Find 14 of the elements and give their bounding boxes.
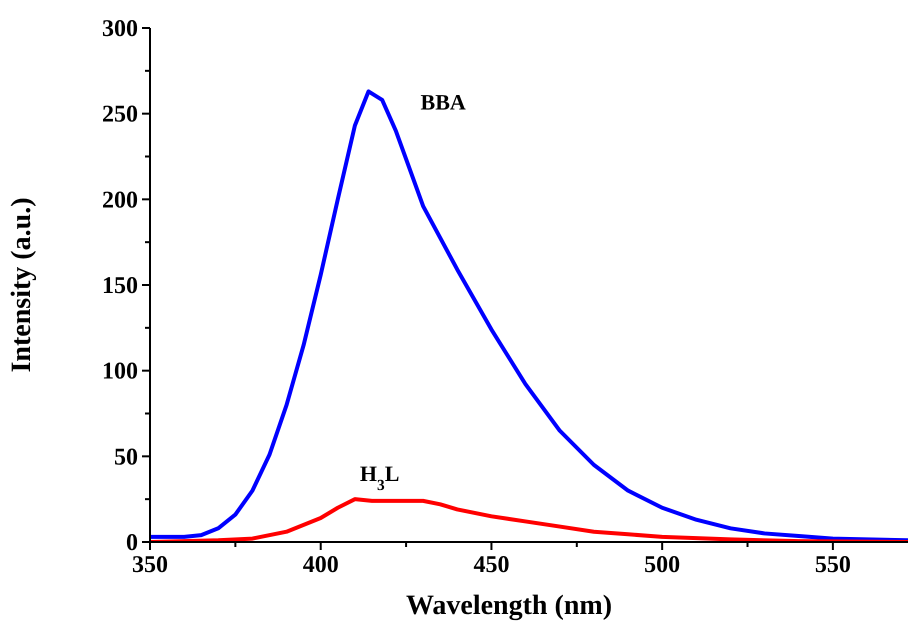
y-tick-label: 250	[102, 102, 138, 128]
y-tick-label: 50	[114, 444, 138, 470]
x-tick-label: 550	[814, 552, 851, 578]
y-tick-label: 200	[102, 187, 138, 214]
series-label: H$_{3}$L	[360, 461, 400, 494]
x-axis-title: Wavelength (nm)	[406, 590, 612, 621]
x-tick-label: 500	[644, 552, 680, 578]
y-tick-label: 150	[102, 273, 138, 299]
y-tick-label: 300	[102, 16, 138, 42]
x-tick-label: 450	[473, 552, 510, 578]
y-axis-title: Intensity (a.u.)	[6, 197, 37, 373]
x-tick-label: 400	[302, 552, 339, 578]
series-label: BBA	[420, 89, 466, 114]
y-tick-label: 100	[102, 358, 138, 385]
